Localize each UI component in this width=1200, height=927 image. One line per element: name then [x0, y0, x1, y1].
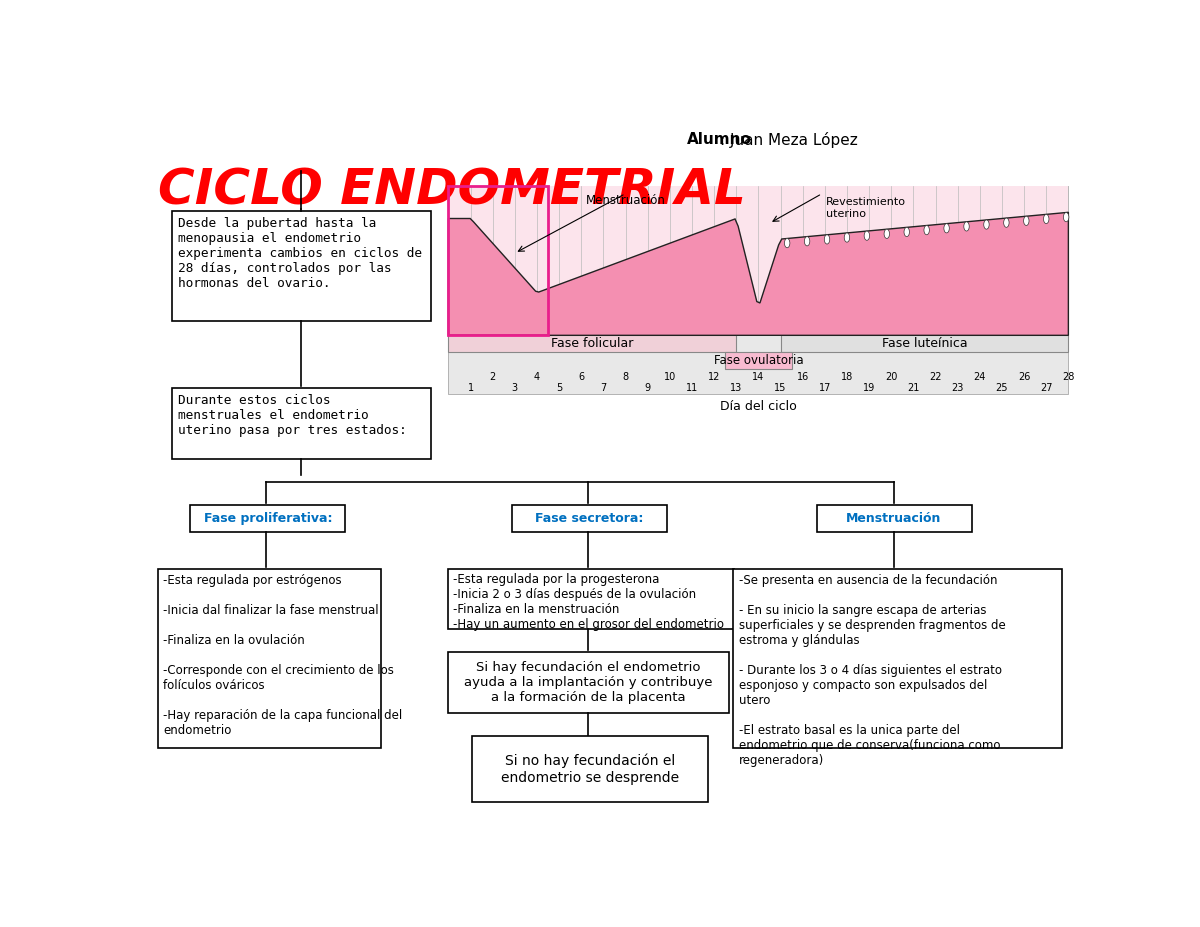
- FancyBboxPatch shape: [172, 210, 431, 321]
- Text: Revestimiento
uterino: Revestimiento uterino: [826, 197, 906, 219]
- Text: 5: 5: [556, 383, 563, 393]
- Ellipse shape: [785, 238, 790, 248]
- Text: 21: 21: [907, 383, 919, 393]
- FancyBboxPatch shape: [449, 186, 1068, 394]
- Text: 16: 16: [797, 372, 809, 382]
- Ellipse shape: [1044, 214, 1049, 223]
- Text: 11: 11: [686, 383, 698, 393]
- Text: 13: 13: [730, 383, 743, 393]
- Text: Fase ovulatoria: Fase ovulatoria: [714, 354, 803, 367]
- Text: Desde la pubertad hasta la
menopausia el endometrio
experimenta cambios en ciclo: Desde la pubertad hasta la menopausia el…: [178, 217, 422, 290]
- Ellipse shape: [824, 235, 829, 244]
- FancyBboxPatch shape: [816, 504, 972, 532]
- FancyBboxPatch shape: [449, 186, 1068, 336]
- Ellipse shape: [984, 220, 989, 229]
- FancyBboxPatch shape: [472, 736, 708, 802]
- FancyBboxPatch shape: [449, 568, 733, 629]
- Ellipse shape: [924, 225, 929, 235]
- FancyBboxPatch shape: [191, 504, 346, 532]
- Text: 23: 23: [952, 383, 964, 393]
- Text: 7: 7: [600, 383, 606, 393]
- Text: 20: 20: [886, 372, 898, 382]
- FancyBboxPatch shape: [172, 387, 431, 459]
- Text: 26: 26: [1018, 372, 1031, 382]
- Text: Fase proliferativa:: Fase proliferativa:: [204, 512, 332, 525]
- Text: Alumno: Alumno: [688, 132, 752, 147]
- FancyBboxPatch shape: [725, 352, 792, 369]
- Text: -Esta regulada por la progesterona
-Inicia 2 o 3 días después de la ovulación
-F: -Esta regulada por la progesterona -Inic…: [454, 573, 724, 631]
- Text: -Esta regulada por estrógenos

-Inicia dal finalizar la fase menstrual

-Finaliz: -Esta regulada por estrógenos -Inicia da…: [163, 574, 402, 737]
- Text: 19: 19: [863, 383, 875, 393]
- Text: Día del ciclo: Día del ciclo: [720, 400, 797, 413]
- Text: 10: 10: [664, 372, 676, 382]
- FancyBboxPatch shape: [512, 504, 667, 532]
- Text: 18: 18: [841, 372, 853, 382]
- Text: 9: 9: [644, 383, 650, 393]
- Ellipse shape: [1024, 216, 1030, 225]
- FancyBboxPatch shape: [157, 568, 380, 748]
- Polygon shape: [449, 212, 1068, 336]
- FancyBboxPatch shape: [449, 652, 728, 714]
- FancyBboxPatch shape: [733, 568, 1062, 748]
- FancyBboxPatch shape: [780, 336, 1068, 352]
- Text: Si no hay fecundación el
endometrio se desprende: Si no hay fecundación el endometrio se d…: [500, 754, 679, 784]
- Text: Fase folicular: Fase folicular: [551, 337, 634, 350]
- Text: 24: 24: [973, 372, 986, 382]
- Text: 28: 28: [1062, 372, 1074, 382]
- Text: 4: 4: [534, 372, 540, 382]
- Ellipse shape: [804, 236, 810, 246]
- Text: Fase secretora:: Fase secretora:: [535, 512, 643, 525]
- Text: 2: 2: [490, 372, 496, 382]
- FancyBboxPatch shape: [449, 336, 737, 352]
- Text: : Juan Meza López: : Juan Meza López: [720, 132, 857, 148]
- Text: Menstruación: Menstruación: [846, 512, 942, 525]
- Text: 12: 12: [708, 372, 720, 382]
- Text: 25: 25: [996, 383, 1008, 393]
- Ellipse shape: [884, 229, 889, 238]
- Text: Menstruación: Menstruación: [586, 194, 666, 207]
- Text: 14: 14: [752, 372, 764, 382]
- Text: CICLO ENDOMETRIAL: CICLO ENDOMETRIAL: [157, 167, 745, 215]
- Text: 1: 1: [468, 383, 474, 393]
- Ellipse shape: [944, 223, 949, 233]
- Ellipse shape: [964, 222, 970, 231]
- Text: 27: 27: [1040, 383, 1052, 393]
- Ellipse shape: [864, 231, 870, 240]
- Ellipse shape: [904, 227, 910, 236]
- Ellipse shape: [845, 233, 850, 242]
- Text: 22: 22: [929, 372, 942, 382]
- Text: 3: 3: [511, 383, 518, 393]
- Text: Durante estos ciclos
menstruales el endometrio
uterino pasa por tres estados:: Durante estos ciclos menstruales el endo…: [178, 394, 407, 437]
- Text: -Se presenta en ausencia de la fecundación

- En su inicio la sangre escapa de a: -Se presenta en ausencia de la fecundaci…: [739, 574, 1006, 767]
- Text: 8: 8: [623, 372, 629, 382]
- Ellipse shape: [1063, 212, 1069, 222]
- Text: 6: 6: [578, 372, 584, 382]
- Ellipse shape: [1003, 218, 1009, 227]
- Text: Fase luteínica: Fase luteínica: [882, 337, 967, 350]
- Text: Si hay fecundación el endometrio
ayuda a la implantación y contribuye
a la forma: Si hay fecundación el endometrio ayuda a…: [464, 661, 713, 705]
- Text: 15: 15: [774, 383, 787, 393]
- Text: 17: 17: [818, 383, 830, 393]
